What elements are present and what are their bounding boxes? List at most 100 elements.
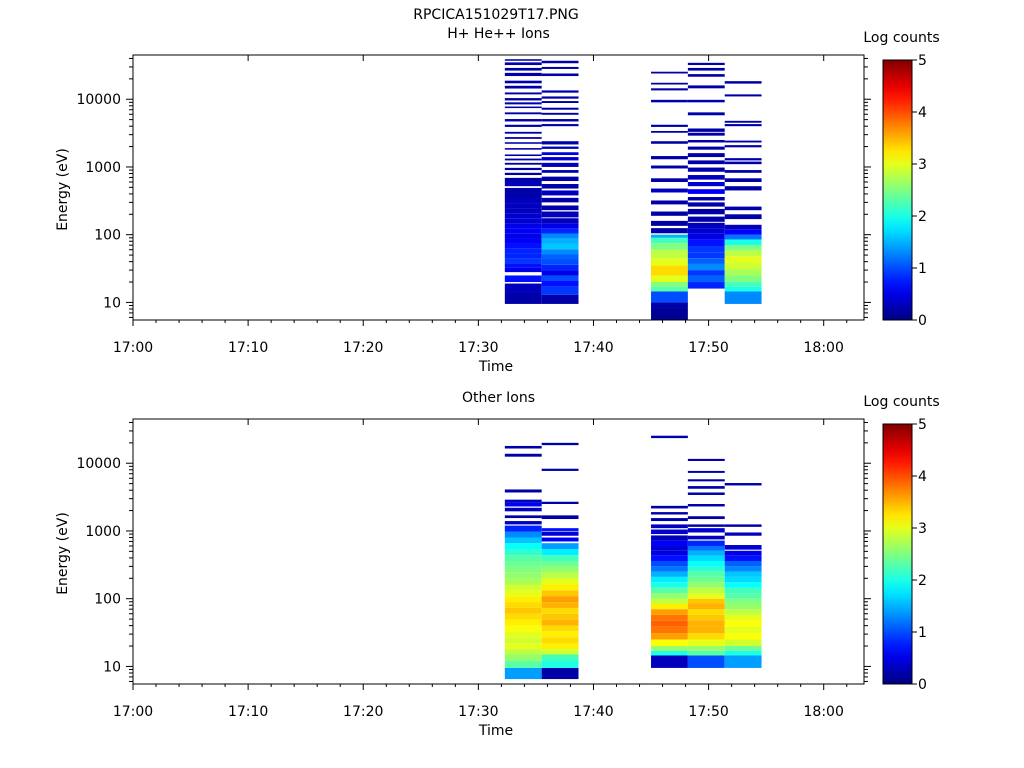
heatmap-cell [687, 99, 725, 103]
heatmap-cell [504, 667, 542, 680]
heatmap-cell [541, 602, 579, 608]
heatmap-cell [724, 626, 762, 634]
heatmap-cell [541, 561, 579, 567]
heatmap-cells [504, 59, 762, 320]
heatmap-cell [687, 181, 725, 187]
heatmap-cell [541, 468, 579, 471]
heatmap-cell [687, 561, 725, 567]
heatmap-cell [687, 633, 725, 640]
heatmap-cell [687, 233, 725, 240]
colorbar-tick-label: 0 [918, 677, 927, 693]
heatmap-cell [541, 549, 579, 556]
heatmap-cell [504, 661, 542, 668]
x-tick-label: 17:20 [343, 340, 383, 356]
heatmap-cell [541, 286, 579, 295]
figure-title: RPCICA151029T17.PNG [413, 7, 578, 23]
heatmap-cell [651, 512, 688, 515]
heatmap-cell [651, 598, 688, 604]
heatmap-cell [687, 576, 725, 583]
y-axis-label: Energy (eV) [55, 148, 71, 231]
heatmap-cell [651, 529, 688, 535]
heatmap-cell [724, 650, 762, 656]
heatmap-cell [687, 140, 725, 143]
heatmap-cell [724, 587, 762, 594]
heatmap-cell [651, 555, 688, 562]
heatmap-cell [541, 596, 579, 603]
panel-title: Other Ions [462, 390, 535, 406]
heatmap-cell [541, 643, 579, 650]
x-tick-label: 17:50 [688, 340, 728, 356]
heatmap-cell [724, 571, 762, 577]
heatmap-cell [651, 535, 688, 541]
heatmap-cell [724, 250, 762, 257]
x-tick-label: 18:00 [804, 340, 844, 356]
heatmap-cell [651, 220, 688, 226]
heatmap-cell [687, 216, 725, 222]
heatmap-cell [724, 576, 762, 583]
heatmap-cell [541, 170, 579, 173]
colorbar-tick-label: 1 [918, 625, 927, 641]
heatmap-cell [504, 654, 542, 662]
heatmap-cell [687, 540, 725, 546]
heatmap-cell [504, 637, 542, 644]
heatmap-cell [724, 161, 762, 165]
heatmap-cell [541, 590, 579, 597]
x-tick-label: 17:20 [343, 704, 383, 720]
heatmap-cell [687, 85, 725, 89]
heatmap-cell [541, 66, 579, 69]
x-tick-label: 17:10 [228, 704, 268, 720]
heatmap-cell [687, 655, 725, 668]
heatmap-cell [504, 62, 542, 66]
heatmap-cell [504, 566, 542, 573]
heatmap-cell [724, 245, 762, 251]
heatmap-cell [504, 283, 542, 293]
heatmap-cell [724, 186, 762, 191]
heatmap-cell [541, 294, 579, 304]
heatmap-cell [504, 253, 542, 259]
heatmap-cell [504, 555, 542, 562]
heatmap-cell [687, 486, 725, 489]
colorbar-tick-label: 4 [918, 469, 927, 485]
heatmap-cell [504, 643, 542, 650]
heatmap-cell [651, 124, 688, 127]
heatmap-cell [541, 228, 579, 234]
heatmap-cell [687, 614, 725, 621]
heatmap-cell [504, 590, 542, 597]
heatmap-cell [687, 222, 725, 229]
heatmap-cell [541, 631, 579, 638]
heatmap-cell [687, 67, 725, 71]
heatmap-cell [504, 525, 542, 532]
heatmap-cell [541, 243, 579, 250]
colorbar-tick-label: 3 [918, 157, 927, 173]
heatmap-cell [687, 189, 725, 194]
heatmap-cell [687, 74, 725, 77]
heatmap-cell [541, 566, 579, 573]
heatmap-cells [504, 435, 762, 680]
heatmap-cell [541, 543, 579, 550]
heatmap-cell [504, 543, 542, 550]
x-tick-label: 17:00 [113, 704, 153, 720]
heatmap-cell [541, 625, 579, 632]
heatmap-cell [651, 71, 688, 74]
heatmap-cell [651, 156, 688, 160]
heatmap-cell [541, 205, 579, 211]
x-tick-label: 17:40 [573, 704, 613, 720]
heatmap-cell [541, 233, 579, 239]
heatmap-cell [541, 141, 579, 145]
heatmap-cell [504, 243, 542, 249]
heatmap-cell [541, 249, 579, 255]
heatmap-cell [504, 489, 542, 493]
heatmap-cell [724, 593, 762, 599]
y-tick-label: 100 [94, 592, 121, 608]
heatmap-cell [687, 160, 725, 165]
heatmap-cell [724, 639, 762, 647]
heatmap-cell [541, 211, 579, 218]
y-tick-label: 10 [103, 659, 121, 675]
x-tick-label: 18:00 [804, 704, 844, 720]
heatmap-cell [541, 613, 579, 620]
heatmap-cell [724, 524, 762, 527]
heatmap-cell [651, 178, 688, 182]
heatmap-cell [651, 587, 688, 594]
heatmap-cell [504, 158, 542, 161]
